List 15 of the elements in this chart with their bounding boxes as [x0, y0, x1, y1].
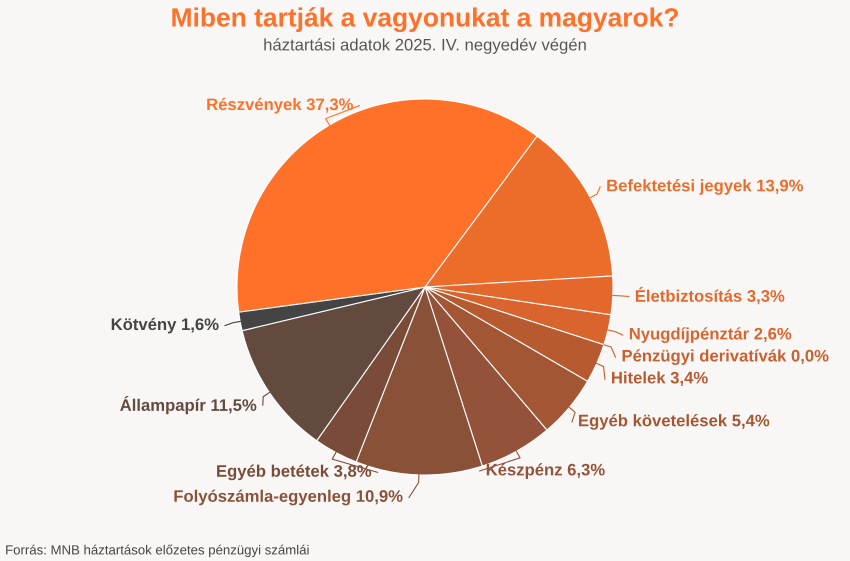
- slice-label: Kötvény 1,6%: [112, 318, 219, 334]
- slice-label: Életbiztosítás 3,3%: [636, 286, 784, 304]
- slice-label: Nyugdíjpénztár 2,6%: [630, 327, 792, 343]
- slice-label: Részvények 37,3%: [207, 98, 354, 114]
- slice-label: Készpénz 6,3%: [486, 463, 605, 479]
- slice-label: Egyéb betétek 3,8%: [217, 464, 372, 480]
- slice-label: Egyéb követelések 5,4%: [579, 414, 770, 430]
- text: Forrás: MNB háztartások előzetes pénzügyi számlái: [6, 544, 309, 558]
- slice-label: Befektetési jegyek 13,9%: [607, 179, 804, 195]
- chart-subtitle: háztartási adatok 2025. IV. negyedév végén: [264, 38, 586, 54]
- legend-label: Pénzügyi derivatívák 0,0%: [622, 349, 829, 365]
- chart-title: Miben tartják a vagyonukat a magyarok?: [172, 7, 678, 32]
- slice-label: Állampapír 11,5%: [120, 396, 256, 414]
- slice-label: Folyószámla-egyenleg 10,9%: [174, 490, 403, 506]
- slice-label: Hitelek 3,4%: [612, 371, 708, 386]
